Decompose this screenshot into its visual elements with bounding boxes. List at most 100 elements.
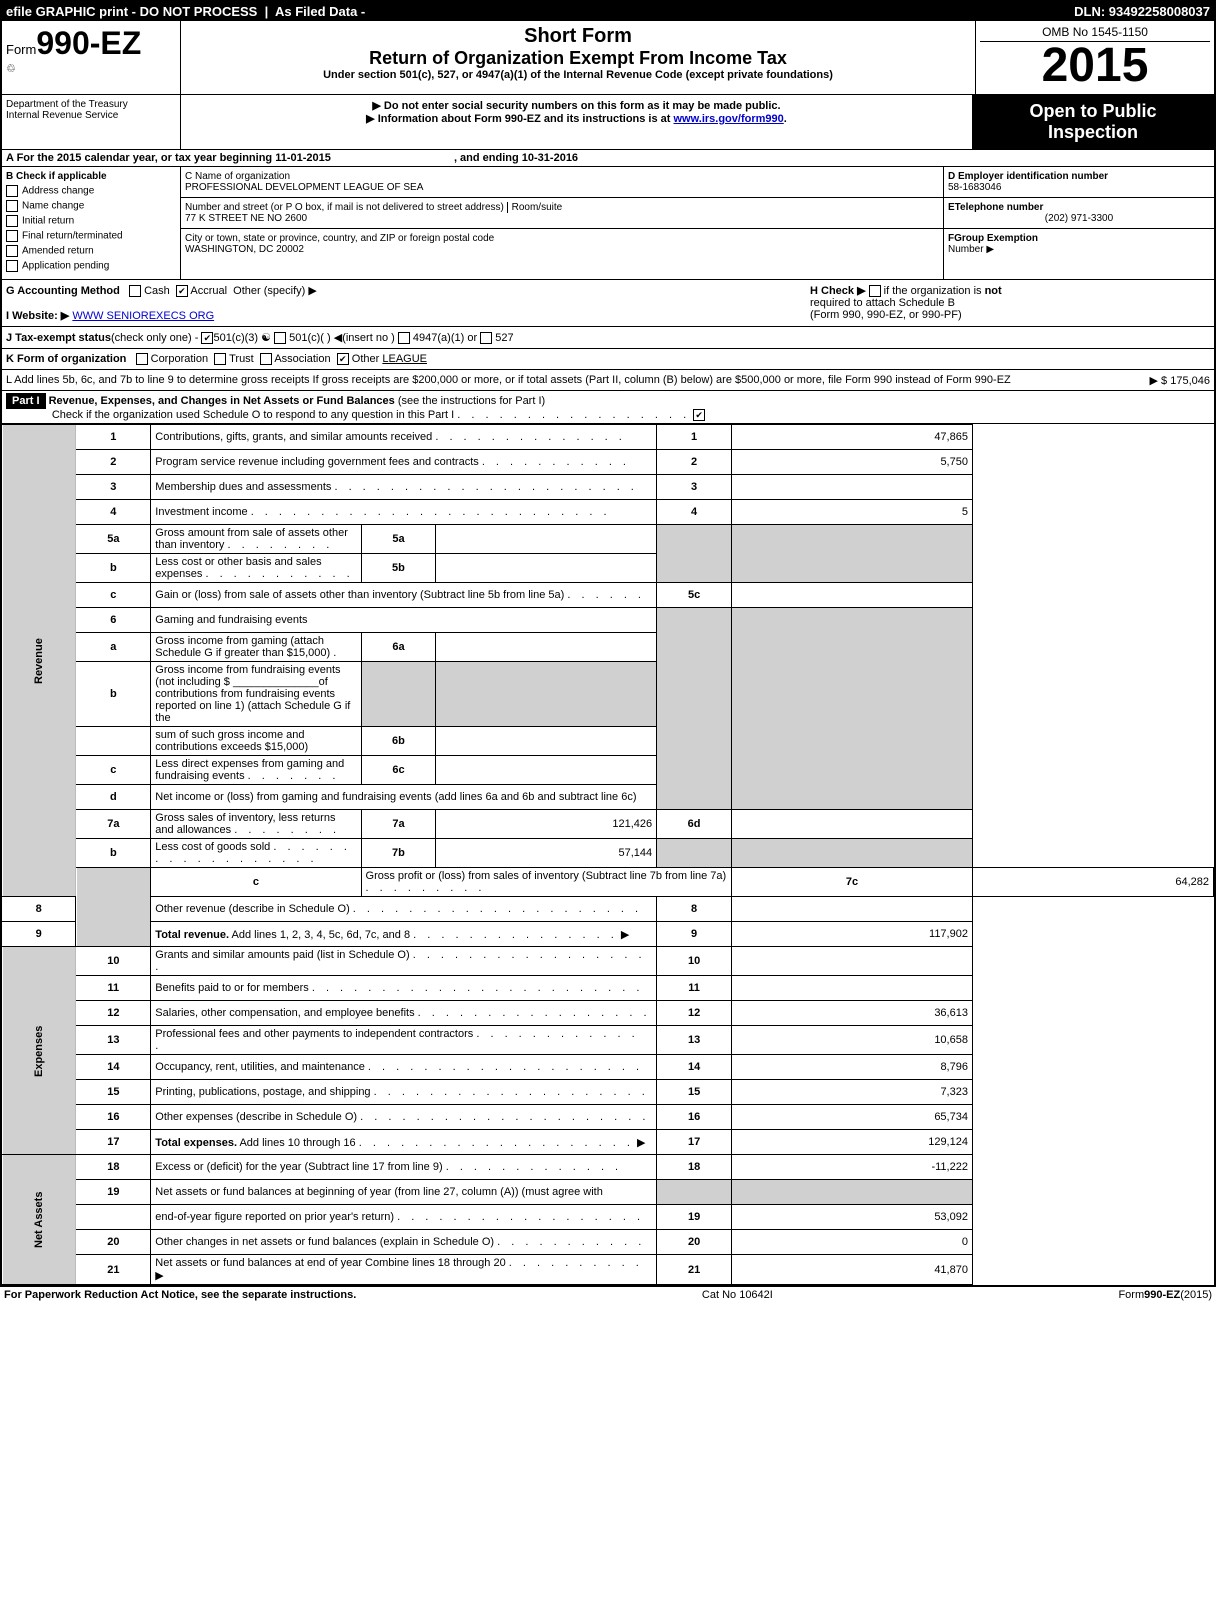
amt-13: 10,658 [732,1026,973,1055]
line-6c: c Less direct expenses from gaming and f… [2,756,1214,785]
form-number-cell: Form990-EZ ♲ [2,21,181,94]
return-title: Return of Organization Exempt From Incom… [189,48,967,69]
instr-line1: ▶ Do not enter social security numbers o… [189,99,964,112]
org-street-cell: Number and street (or P O box, if mail i… [181,198,943,229]
line-8: 8 Other revenue (describe in Schedule O)… [2,897,1214,922]
dln: DLN: 93492258008037 [1074,4,1210,19]
row-h: H Check ▶ if the organization is not req… [810,284,1210,322]
line-7b: b Less cost of goods sold . . . . . . . … [2,839,1214,868]
open-to-public: Open to Public Inspection [972,95,1214,149]
checkbox-accrual[interactable]: ✔ [176,285,188,297]
line-10: Expenses 10 Grants and similar amounts p… [2,947,1214,976]
department: Department of the Treasury Internal Reve… [2,95,181,149]
website-label: I Website: ▶ [6,310,69,322]
form-prefix: Form [6,42,36,57]
line-5c: c Gain or (loss) from sale of assets oth… [2,583,1214,608]
row-l: L Add lines 5b, 6c, and 7b to line 9 to … [2,370,1214,391]
org-name: PROFESSIONAL DEVELOPMENT LEAGUE OF SEA [185,182,423,193]
checkbox-other[interactable]: ✔ [337,353,349,365]
gross-receipts: 175,046 [1170,375,1210,387]
checkbox-schedule-o[interactable]: ✔ [693,409,705,421]
line-5b: b Less cost or other basis and sales exp… [2,554,1214,583]
header-center: Short Form Return of Organization Exempt… [181,21,975,94]
form-990ez-label: 990-EZ [36,25,141,61]
section-a: A For the 2015 calendar year, or tax yea… [2,150,1214,167]
dept-irs: Internal Revenue Service [6,110,176,121]
checkbox-icon[interactable] [6,185,18,197]
amt-14: 8,796 [732,1055,973,1080]
footer-left: For Paperwork Reduction Act Notice, see … [4,1289,356,1301]
amt-17: 129,124 [732,1130,973,1155]
line-7c: c Gross profit or (loss) from sales of i… [2,868,1214,897]
revenue-sidebar: Revenue [2,425,76,897]
instructions: ▶ Do not enter social security numbers o… [181,95,972,149]
part1-header-row: Part I Revenue, Expenses, and Changes in… [2,391,1214,424]
checkbox-icon[interactable] [6,260,18,272]
line-4: 4 Investment income . . . . . . . . . . … [2,500,1214,525]
line-7a: 7a Gross sales of inventory, less return… [2,810,1214,839]
amt-21: 41,870 [732,1255,973,1285]
dept-treasury: Department of the Treasury [6,99,176,110]
amt-15: 7,323 [732,1080,973,1105]
checkbox-trust[interactable] [214,353,226,365]
line-5a: 5a Gross amount from sale of assets othe… [2,525,1214,554]
checkbox-assoc[interactable] [260,353,272,365]
checkbox-corp[interactable] [136,353,148,365]
line-16: 16 Other expenses (describe in Schedule … [2,1105,1214,1130]
col-def: D Employer identification number 58-1683… [944,167,1214,279]
tax-year: 2015 [980,42,1210,90]
line-13: 13 Professional fees and other payments … [2,1026,1214,1055]
line-19b: end-of-year figure reported on prior yea… [2,1205,1214,1230]
line-3: 3 Membership dues and assessments . . . … [2,475,1214,500]
lines-table: Revenue 1 Contributions, gifts, grants, … [2,424,1214,1285]
line-17: 17 Total expenses. Add lines 10 through … [2,1130,1214,1155]
line-6b1: b Gross income from fundraising events (… [2,662,1214,727]
amt-1: 47,865 [732,425,973,450]
check-pending: Application pending [6,260,176,272]
org-city-cell: City or town, state or province, country… [181,229,943,259]
part1-label: Part I [6,393,46,409]
row-g: G Accounting Method Cash ✔ Accrual Other… [6,284,810,322]
amt-19: 53,092 [732,1205,973,1230]
amt-7c: 64,282 [972,868,1213,897]
checkbox-icon[interactable] [6,230,18,242]
recycle-icon: ♲ [6,62,176,75]
top-bar: efile GRAPHIC print - DO NOT PROCESS | A… [2,2,1214,21]
checkbox-icon[interactable] [6,245,18,257]
line-12: 12 Salaries, other compensation, and emp… [2,1001,1214,1026]
line-14: 14 Occupancy, rent, utilities, and maint… [2,1055,1214,1080]
checkbox-icon[interactable] [6,215,18,227]
col-b-header: B Check if applicable [6,171,107,182]
line-9: 9 Total revenue. Add lines 1, 2, 3, 4, 5… [2,922,1214,947]
amt-4: 5 [732,500,973,525]
line-19a: 19 Net assets or fund balances at beginn… [2,1180,1214,1205]
website-link[interactable]: WWW SENIOREXECS ORG [72,310,214,322]
irs-link[interactable]: www.irs.gov/form990 [674,113,784,125]
under-section: Under section 501(c), 527, or 4947(a)(1)… [189,69,967,81]
amt-9: 117,902 [732,922,973,947]
org-city: WASHINGTON, DC 20002 [185,244,304,255]
line-18: Net Assets 18 Excess or (deficit) for th… [2,1155,1214,1180]
checkbox-schedule-b[interactable] [869,285,881,297]
checkbox-501c[interactable] [274,332,286,344]
line-11: 11 Benefits paid to or for members . . .… [2,976,1214,1001]
checkbox-icon[interactable] [6,200,18,212]
amt-7b: 57,144 [436,839,657,868]
check-amended: Amended return [6,245,176,257]
netassets-sidebar: Net Assets [2,1155,76,1285]
expenses-sidebar: Expenses [2,947,76,1155]
checkbox-501c3[interactable]: ✔ [201,332,213,344]
header-row2: Department of the Treasury Internal Reve… [2,95,1214,150]
amt-18: -11,222 [732,1155,973,1180]
line-2: 2 Program service revenue including gove… [2,450,1214,475]
check-name: Name change [6,200,176,212]
checkbox-cash[interactable] [129,285,141,297]
row-j: J Tax-exempt status(check only one) - ✔5… [2,327,1214,349]
checkbox-4947[interactable] [398,332,410,344]
line-6b2: sum of such gross income and contributio… [2,727,1214,756]
footer: For Paperwork Reduction Act Notice, see … [0,1287,1216,1303]
col-cd: C Name of organization PROFESSIONAL DEVE… [181,167,1214,279]
short-form-label: Short Form [189,25,967,48]
header-row: Form990-EZ ♲ Short Form Return of Organi… [2,21,1214,95]
checkbox-527[interactable] [480,332,492,344]
